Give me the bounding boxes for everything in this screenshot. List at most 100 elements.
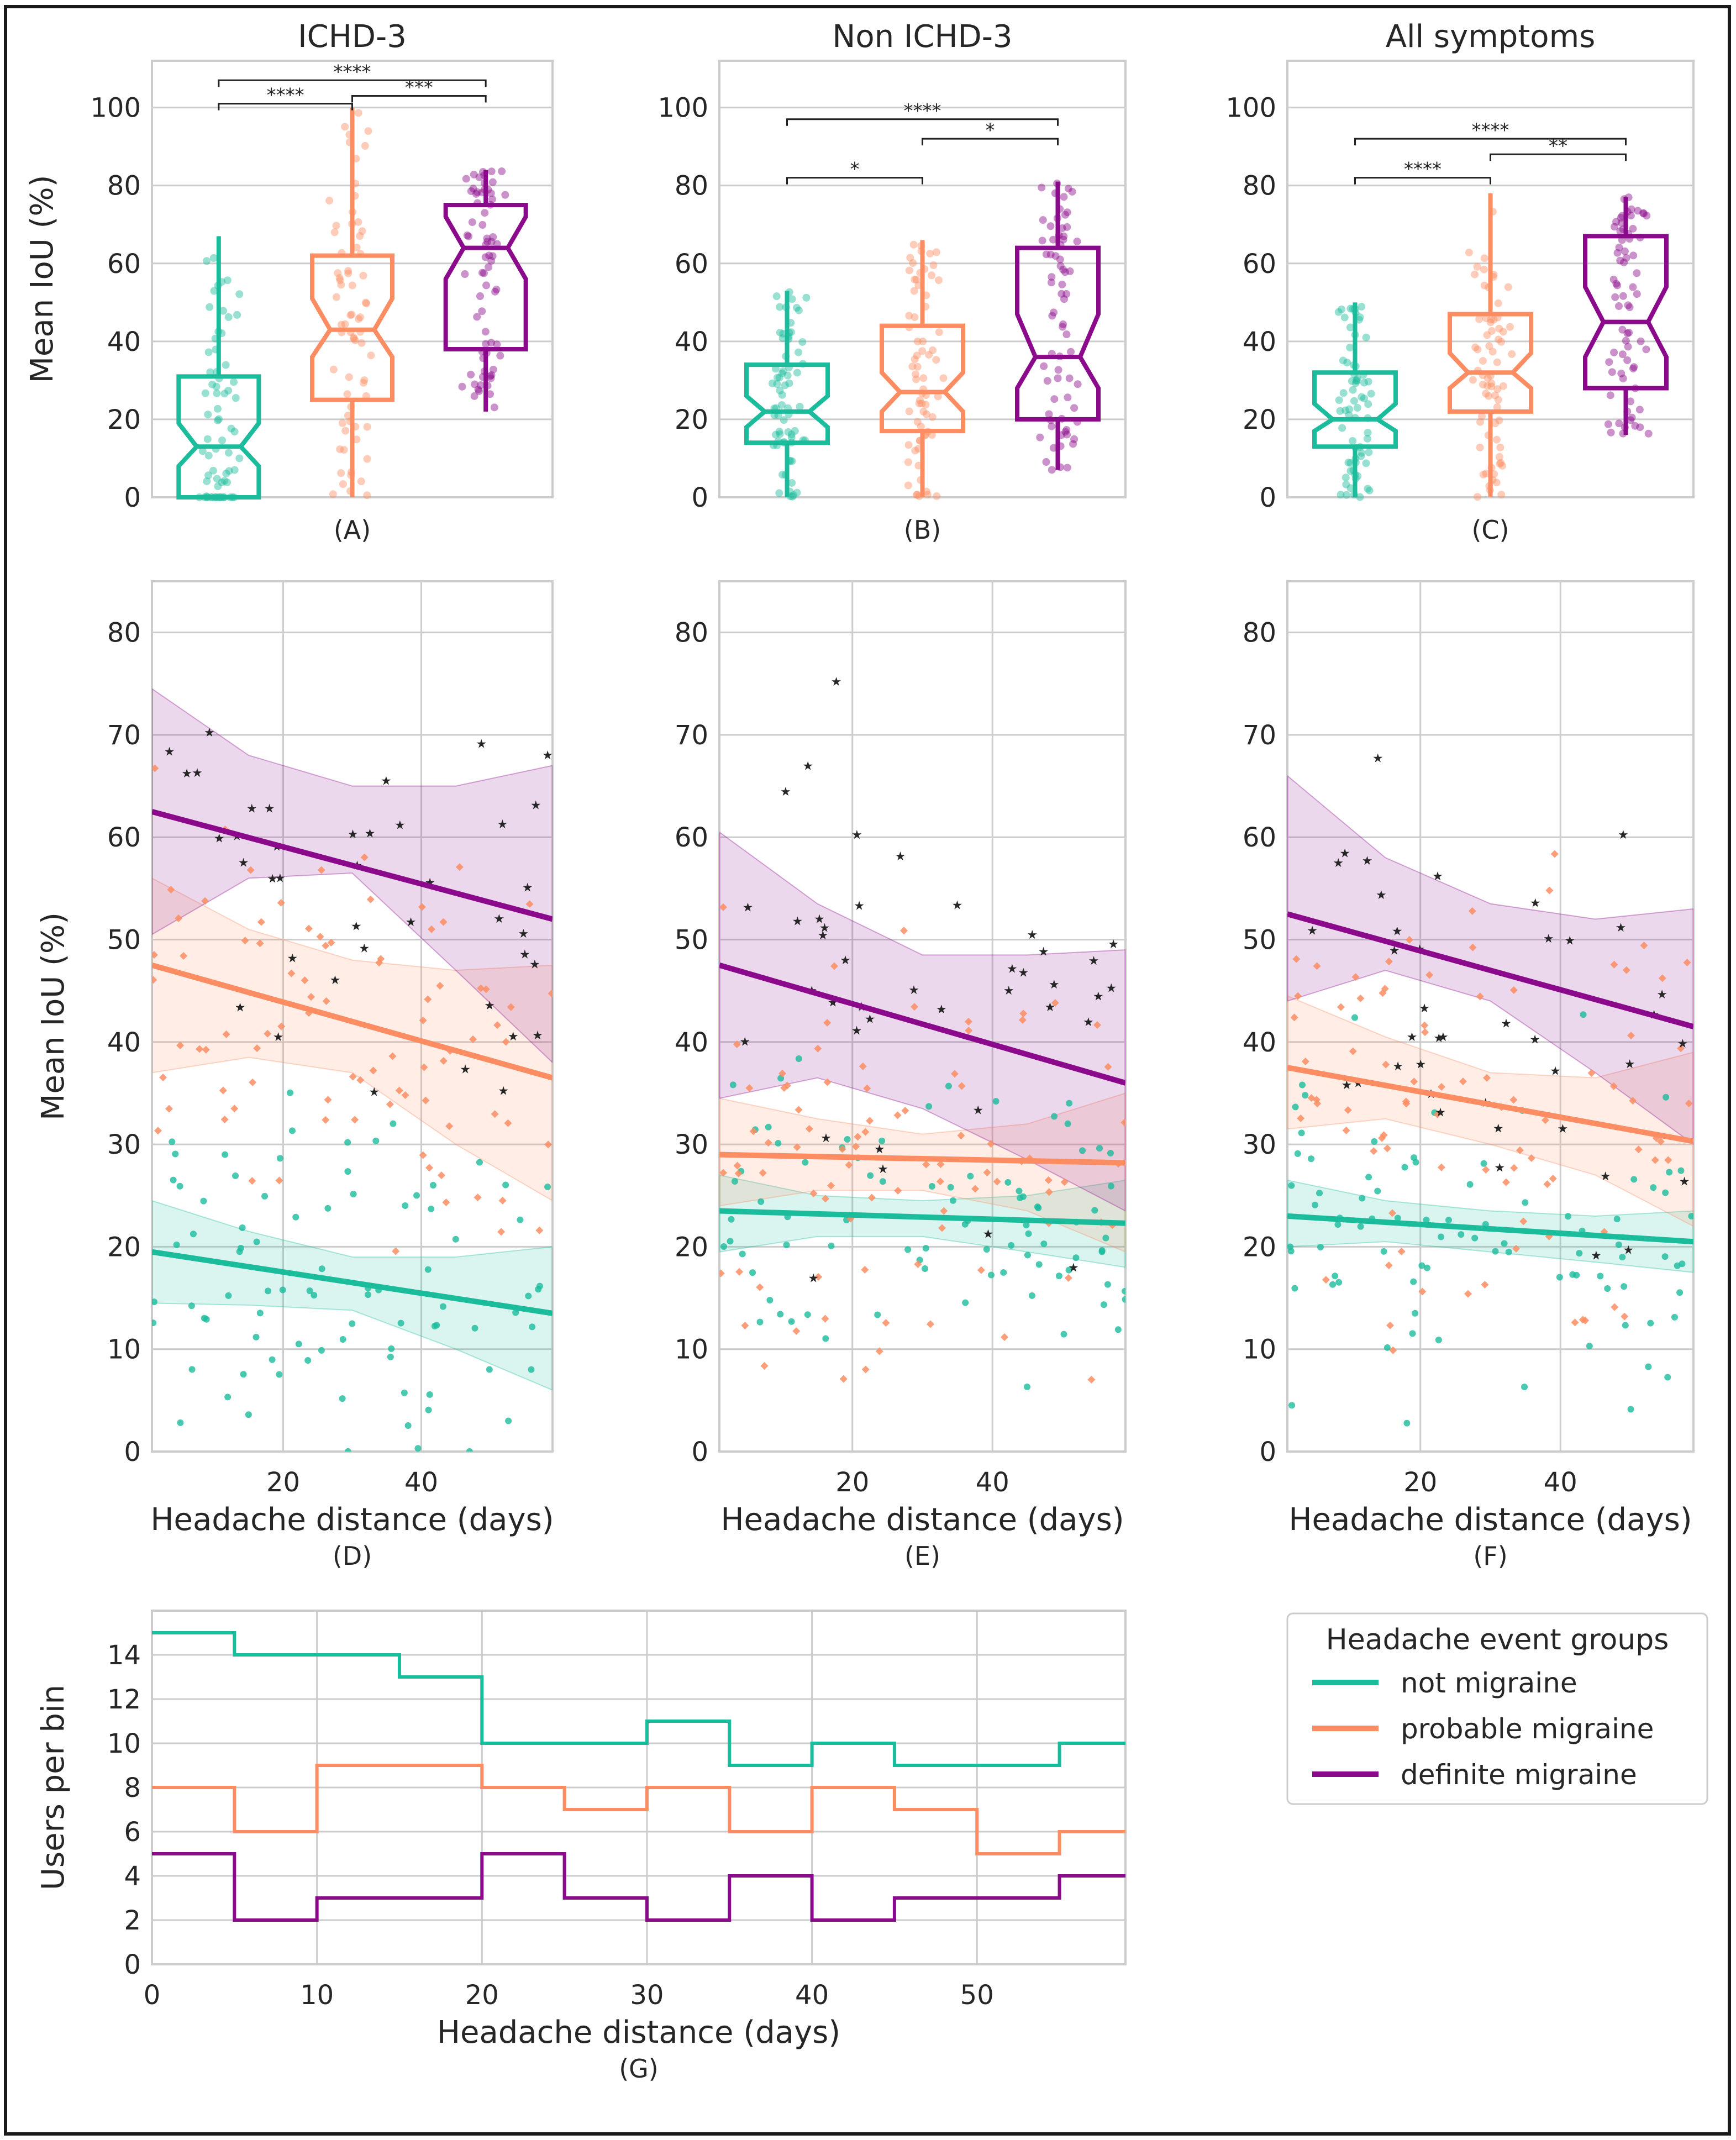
data-point — [1492, 1248, 1499, 1255]
data-point — [734, 1169, 743, 1177]
data-point — [867, 1172, 874, 1179]
bracket-label: **** — [267, 85, 304, 107]
data-point — [336, 445, 344, 454]
data-point — [1621, 1283, 1628, 1290]
data-point — [1629, 1097, 1637, 1105]
y-tick-label: 40 — [675, 1027, 708, 1058]
data-point: ★ — [348, 828, 359, 842]
data-point — [1383, 1344, 1391, 1351]
data-point — [218, 437, 227, 445]
data-point — [923, 491, 932, 499]
data-point — [210, 287, 218, 295]
data-point — [253, 1238, 260, 1245]
data-point — [867, 1193, 876, 1202]
data-point: ★ — [1392, 1060, 1403, 1074]
data-point — [949, 1197, 956, 1204]
data-point — [934, 276, 943, 285]
data-point — [1487, 379, 1496, 387]
data-point: ★ — [204, 726, 215, 740]
data-point: ★ — [330, 974, 341, 987]
data-point: ★ — [1083, 1016, 1094, 1029]
data-point — [1043, 377, 1051, 385]
data-point — [354, 218, 362, 226]
legend-frame — [1286, 1612, 1708, 1805]
data-point — [775, 374, 783, 382]
data-point — [1356, 994, 1365, 1002]
data-point — [223, 478, 232, 486]
data-point — [1023, 1222, 1030, 1229]
data-point — [796, 402, 804, 411]
data-point — [1576, 1250, 1583, 1257]
y-tick-label: 14 — [107, 1640, 141, 1671]
data-point — [1362, 459, 1370, 467]
data-point — [1642, 345, 1650, 354]
data-point — [1062, 330, 1071, 339]
data-point — [1622, 254, 1630, 262]
data-point — [422, 1096, 430, 1105]
data-point — [967, 1172, 974, 1180]
data-point — [345, 373, 353, 381]
data-point — [1353, 404, 1361, 412]
data-point — [1018, 1016, 1027, 1024]
data-point — [1357, 1223, 1364, 1230]
data-point — [909, 259, 917, 267]
data-point — [318, 1347, 325, 1354]
data-point — [287, 969, 296, 977]
data-point — [719, 903, 727, 911]
data-point — [733, 1040, 741, 1048]
data-point — [1048, 273, 1056, 281]
data-point — [1640, 942, 1648, 950]
data-point: ★ — [460, 1063, 471, 1076]
data-point — [200, 1197, 207, 1205]
data-point — [1100, 1301, 1107, 1308]
data-point — [918, 347, 927, 355]
data-point — [1499, 328, 1507, 336]
data-point — [940, 1207, 948, 1215]
data-point — [487, 339, 496, 347]
data-point — [1064, 185, 1072, 193]
panel-caption: (D) — [333, 1541, 372, 1571]
data-point — [269, 1356, 276, 1363]
data-point — [1480, 1160, 1487, 1167]
data-point — [224, 1394, 232, 1401]
data-point — [1619, 375, 1627, 383]
data-point — [1346, 304, 1355, 313]
y-tick-label: 70 — [107, 720, 141, 751]
data-point — [802, 293, 811, 302]
data-point — [1476, 418, 1485, 426]
data-point — [1637, 337, 1645, 345]
data-point — [1482, 1074, 1491, 1082]
data-point: ★ — [983, 1228, 994, 1242]
data-point — [356, 1076, 365, 1084]
data-point: ★ — [1591, 1249, 1602, 1263]
data-point — [1493, 358, 1501, 366]
data-point — [1586, 1343, 1593, 1350]
data-point: ★ — [1677, 1037, 1688, 1051]
bracket-label: * — [986, 119, 995, 141]
legend: Headache event groups not migraine proba… — [1286, 1612, 1708, 1805]
data-point — [462, 175, 470, 183]
data-point — [1034, 1203, 1041, 1211]
data-point — [1609, 1082, 1618, 1090]
data-point — [844, 1135, 851, 1143]
data-point: ★ — [819, 922, 830, 935]
data-point — [1343, 359, 1351, 367]
bracket-label: **** — [334, 61, 371, 83]
axes-frame — [151, 580, 554, 1453]
data-point — [1062, 290, 1071, 298]
data-point — [344, 269, 353, 277]
data-point — [914, 1260, 922, 1268]
legend-label-probable-migraine: probable migraine — [1401, 1713, 1654, 1745]
data-point — [1643, 212, 1651, 220]
data-point — [1344, 459, 1353, 467]
data-point — [1545, 886, 1554, 895]
data-point — [1509, 1096, 1518, 1104]
data-point — [1291, 1285, 1298, 1292]
data-point — [1058, 280, 1066, 288]
data-point — [329, 365, 338, 374]
data-point — [512, 1309, 519, 1316]
panel-caption: (A) — [334, 515, 371, 545]
data-point — [919, 374, 928, 382]
data-point — [772, 430, 780, 439]
data-point — [1038, 183, 1046, 192]
